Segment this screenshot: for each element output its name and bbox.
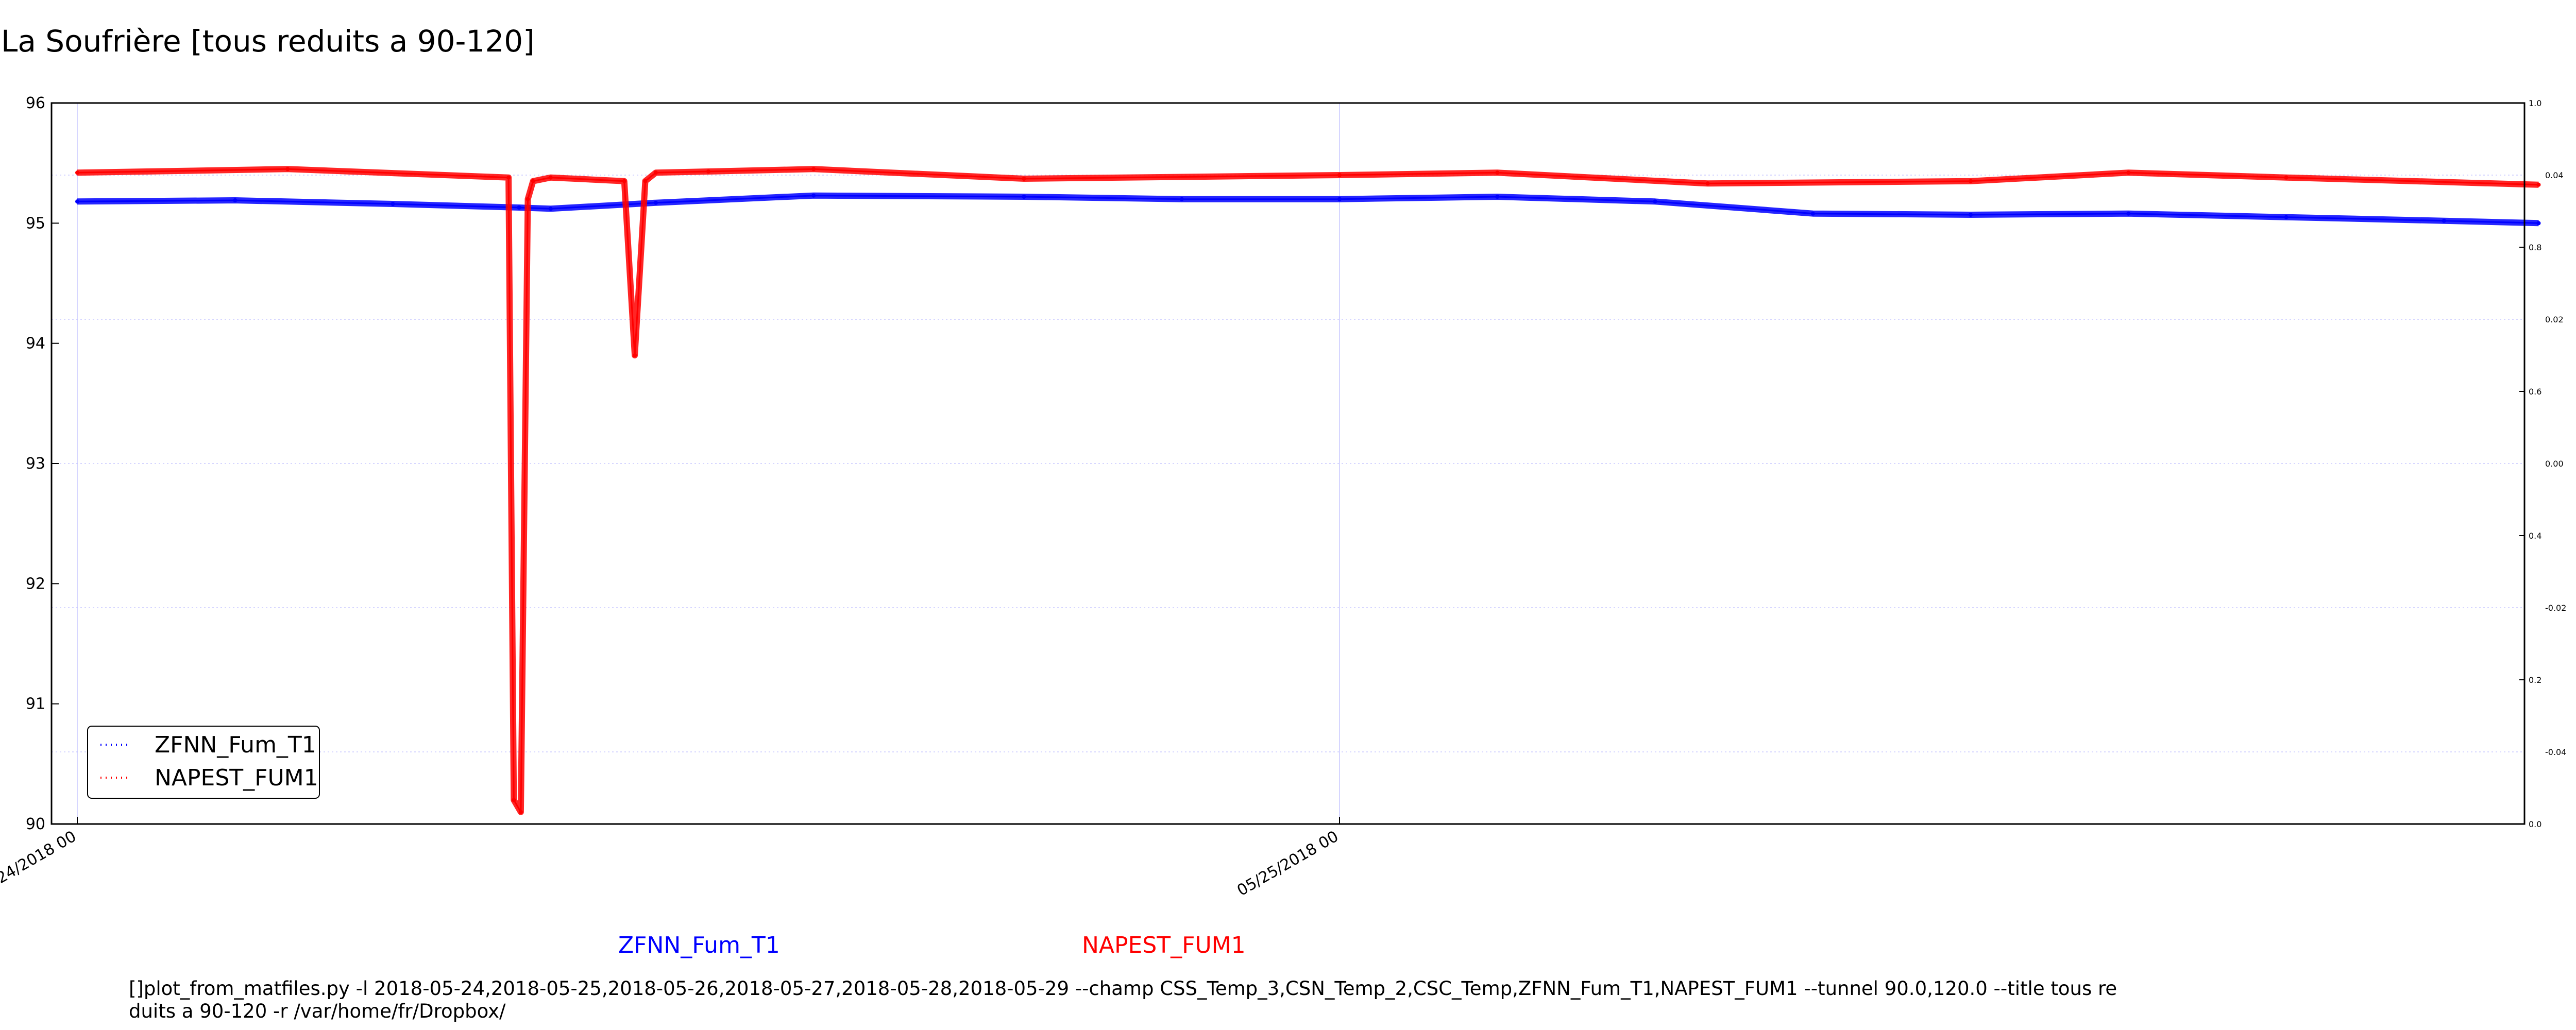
legend-box [87, 726, 320, 799]
series-line-0 [77, 195, 2539, 224]
series-1-point-16 [1495, 170, 1500, 175]
x-axis: 05/24/2018 00 05/25/2018 00 [0, 817, 1342, 900]
x-tick-label-1: 05/25/2018 00 [1234, 828, 1342, 900]
y-tick-label-4: 94 [26, 335, 45, 353]
series-1-point-2 [506, 175, 511, 180]
series-1-point-11 [653, 170, 658, 175]
series-0-point-2 [391, 202, 395, 206]
y-tick-label-6: 96 [26, 94, 45, 112]
series-1-point-7 [548, 175, 553, 180]
r-inner-tick-label-3: 0.02 [2545, 315, 2564, 324]
y-tick-label-3: 93 [26, 455, 45, 473]
series-line-1 [77, 168, 2539, 813]
series-0-point-10 [1495, 195, 1500, 199]
series-1-point-6 [531, 179, 535, 183]
series-0-point-17 [2536, 221, 2541, 226]
secondary-y-axis: 0.0 0.2 0.4 0.6 0.8 1.0 -0.04 -0.02 0.00 0.02 0.04 [2519, 98, 2566, 829]
series-0-point-3 [517, 205, 521, 210]
series-1-point-20 [2284, 175, 2289, 180]
legend: ZFNN_Fum_T1 NAPEST_FUM1 [87, 726, 320, 799]
series-label-napest: NAPEST_FUM1 [1082, 932, 1246, 958]
r-inner-tick-label-1: -0.02 [2545, 603, 2566, 613]
y-tick-label-0: 90 [26, 815, 45, 833]
legend-label-zfnn: ZFNN_Fum_T1 [155, 732, 316, 758]
series-1-point-17 [1705, 181, 1710, 186]
series-1-point-1 [285, 167, 290, 171]
series-1-point-18 [1969, 179, 1973, 183]
series-0-point-12 [1810, 211, 1815, 216]
series-1-point-4 [518, 810, 523, 814]
series-0-point-16 [2442, 218, 2446, 223]
series-0-point-5 [653, 200, 658, 205]
series-1-point-10 [643, 179, 648, 183]
series-0-point-14 [2126, 211, 2131, 216]
series-lines [75, 166, 2541, 815]
series-band-1 [77, 166, 2539, 815]
series-1-point-9 [633, 353, 637, 357]
series-1-point-3 [512, 798, 516, 802]
r-inner-tick-label-4: 0.04 [2545, 170, 2564, 180]
series-0-point-8 [1179, 197, 1184, 201]
chart-title: La Soufrière [tous reduits a 90-120] [1, 24, 535, 59]
r-inner-tick-label-0: -0.04 [2545, 747, 2566, 757]
r-outer-tick-label-5: 1.0 [2529, 98, 2541, 108]
series-0-point-9 [1337, 197, 1342, 201]
r-outer-tick-label-3: 0.6 [2529, 387, 2541, 397]
r-inner-tick-label-2: 0.00 [2545, 459, 2564, 469]
command-line-text: []plot_from_matfiles.py -l 2018-05-24,20… [129, 977, 2117, 1022]
r-outer-tick-label-0: 0.0 [2529, 819, 2541, 829]
series-0-point-4 [548, 207, 553, 211]
series-1-point-13 [811, 167, 816, 171]
series-0-point-6 [811, 193, 816, 198]
r-outer-tick-label-1: 0.2 [2529, 675, 2541, 685]
legend-label-napest: NAPEST_FUM1 [155, 765, 318, 791]
series-label-zfnn: ZFNN_Fum_T1 [618, 932, 780, 958]
y-tick-label-5: 95 [26, 214, 45, 232]
series-0-point-15 [2284, 215, 2289, 219]
r-outer-tick-label-2: 0.4 [2529, 531, 2541, 541]
series-1-point-14 [1022, 177, 1026, 181]
series-0-point-0 [75, 199, 79, 204]
series-1-point-12 [706, 169, 710, 174]
series-0-point-1 [233, 198, 238, 202]
series-1-point-19 [2126, 170, 2131, 175]
series-0-point-7 [1022, 195, 1026, 199]
y-tick-label-2: 92 [26, 575, 45, 593]
series-1-point-8 [622, 179, 626, 183]
series-1-point-0 [75, 170, 79, 175]
series-1-point-15 [1337, 173, 1342, 177]
series-1-point-21 [2536, 182, 2541, 187]
r-outer-tick-label-4: 0.8 [2529, 243, 2541, 252]
y-tick-label-1: 91 [26, 695, 45, 713]
series-0-point-11 [1653, 199, 1657, 204]
y-axis: 90 91 92 93 94 95 96 [26, 94, 59, 833]
x-tick-label-0: 05/24/2018 00 [0, 828, 79, 900]
series-0-point-13 [1969, 213, 1973, 217]
series-1-point-5 [526, 197, 530, 201]
